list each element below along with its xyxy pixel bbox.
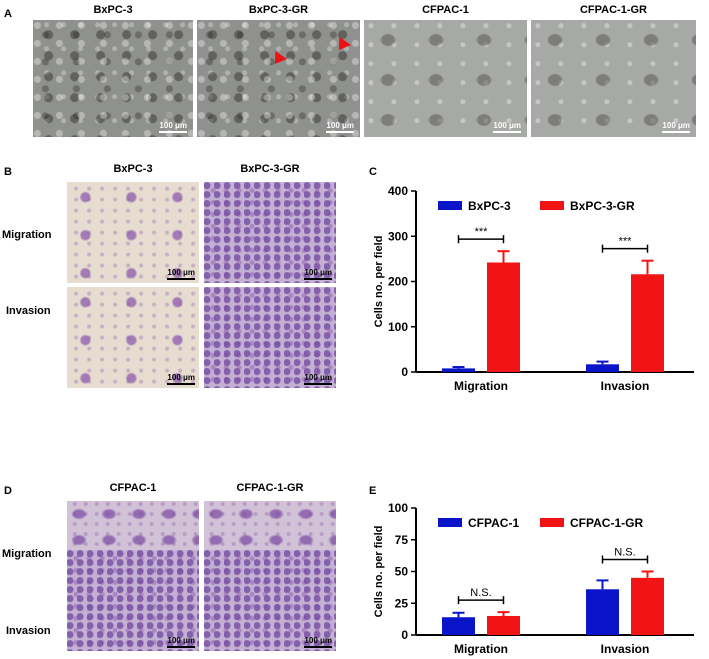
panel-d-title-1: CFPAC-1	[109, 482, 157, 494]
panel-b-title-2: BxPC-3-GR	[240, 163, 300, 175]
y-tick-label: 0	[401, 628, 408, 642]
scale-bar: 100 μm	[167, 636, 195, 648]
bar	[631, 577, 664, 635]
panel-a-title-4: CFPAC-1-GR	[579, 4, 647, 16]
stain-bxpc3-migration: 100 μm	[67, 182, 199, 283]
red-arrow-icon	[269, 50, 287, 69]
significance-label: N.S.	[470, 587, 491, 599]
panel-label-d: D	[4, 485, 12, 497]
significance-label: ***	[475, 226, 489, 238]
bar	[487, 262, 520, 372]
bar	[631, 274, 664, 372]
y-tick-label: 75	[395, 533, 409, 547]
panel-label-e: E	[369, 485, 377, 497]
micrograph-cfpac1-gr: 100 μm	[531, 20, 696, 137]
stain-bxpc3-gr-migration: 100 μm	[204, 182, 336, 283]
micrograph-cfpac1: 100 μm	[364, 20, 527, 137]
scale-bar: 100 μm	[304, 636, 332, 648]
bar	[487, 615, 520, 635]
bar	[442, 368, 475, 372]
bar	[586, 589, 619, 635]
bar	[586, 364, 619, 372]
x-tick-label: Invasion	[601, 379, 650, 393]
y-tick-label: 25	[395, 596, 409, 610]
red-arrow-icon	[333, 36, 351, 55]
panel-a-title-1: BxPC-3	[93, 4, 133, 16]
panel-label-c: C	[369, 166, 377, 178]
scale-bar: 100 μm	[167, 373, 195, 385]
significance-label: ***	[619, 236, 633, 248]
stain-bxpc3-invasion: 100 μm	[67, 287, 199, 388]
stain-cfpac1-invasion: 100 μm	[67, 550, 199, 651]
bar	[442, 617, 475, 635]
x-tick-label: Migration	[454, 379, 508, 393]
legend-label: BxPC-3	[468, 199, 511, 213]
y-tick-label: 400	[388, 184, 408, 198]
scale-bar: 100 μm	[662, 121, 690, 133]
y-tick-label: 200	[388, 275, 408, 289]
y-tick-label: 300	[388, 229, 408, 243]
legend-swatch	[438, 518, 462, 527]
panel-label-a: A	[4, 8, 12, 20]
y-tick-label: 0	[401, 365, 408, 379]
micrograph-bxpc3-gr: 100 μm	[197, 20, 360, 137]
legend-label: CFPAC-1-GR	[570, 516, 643, 530]
panel-b-row-invasion: Invasion	[6, 305, 51, 317]
y-tick-label: 100	[388, 320, 408, 334]
panel-d-row-invasion: Invasion	[6, 625, 51, 637]
stain-bxpc3-gr-invasion: 100 μm	[204, 287, 336, 388]
stain-cfpac1-gr-invasion: 100 μm	[204, 550, 336, 651]
scale-bar: 100 μm	[159, 121, 187, 133]
chart-c: 0 100 200 300 400 Cells no. per field BxPC-3 Bx…	[373, 184, 694, 393]
y-tick-label: 100	[388, 501, 408, 515]
legend-label: BxPC-3-GR	[570, 199, 635, 213]
x-tick-label: Migration	[454, 642, 508, 656]
y-axis-label: Cells no. per field	[373, 526, 385, 618]
scale-bar: 100 μm	[304, 268, 332, 280]
significance-label: N.S.	[614, 547, 635, 559]
panel-d-title-2: CFPAC-1-GR	[236, 482, 304, 494]
legend-swatch	[540, 518, 564, 527]
panel-a-title-3: CFPAC-1	[422, 4, 469, 16]
legend-swatch	[540, 201, 564, 210]
y-axis-label: Cells no. per field	[373, 236, 385, 328]
y-tick-label: 50	[395, 565, 409, 579]
panel-d-row-migration: Migration	[2, 548, 52, 560]
panel-b-title-1: BxPC-3	[113, 163, 153, 175]
legend-label: CFPAC-1	[468, 516, 519, 530]
panel-b-row-migration: Migration	[2, 229, 52, 241]
panel-a-title-2: BxPC-3-GR	[248, 4, 309, 16]
scale-bar: 100 μm	[493, 121, 521, 133]
scale-bar: 100 μm	[304, 373, 332, 385]
scale-bar: 100 μm	[326, 121, 354, 133]
legend-swatch	[438, 201, 462, 210]
scale-bar: 100 μm	[167, 268, 195, 280]
x-tick-label: Invasion	[601, 642, 650, 656]
micrograph-bxpc3: 100 μm	[33, 20, 193, 137]
panel-label-b: B	[4, 166, 12, 178]
